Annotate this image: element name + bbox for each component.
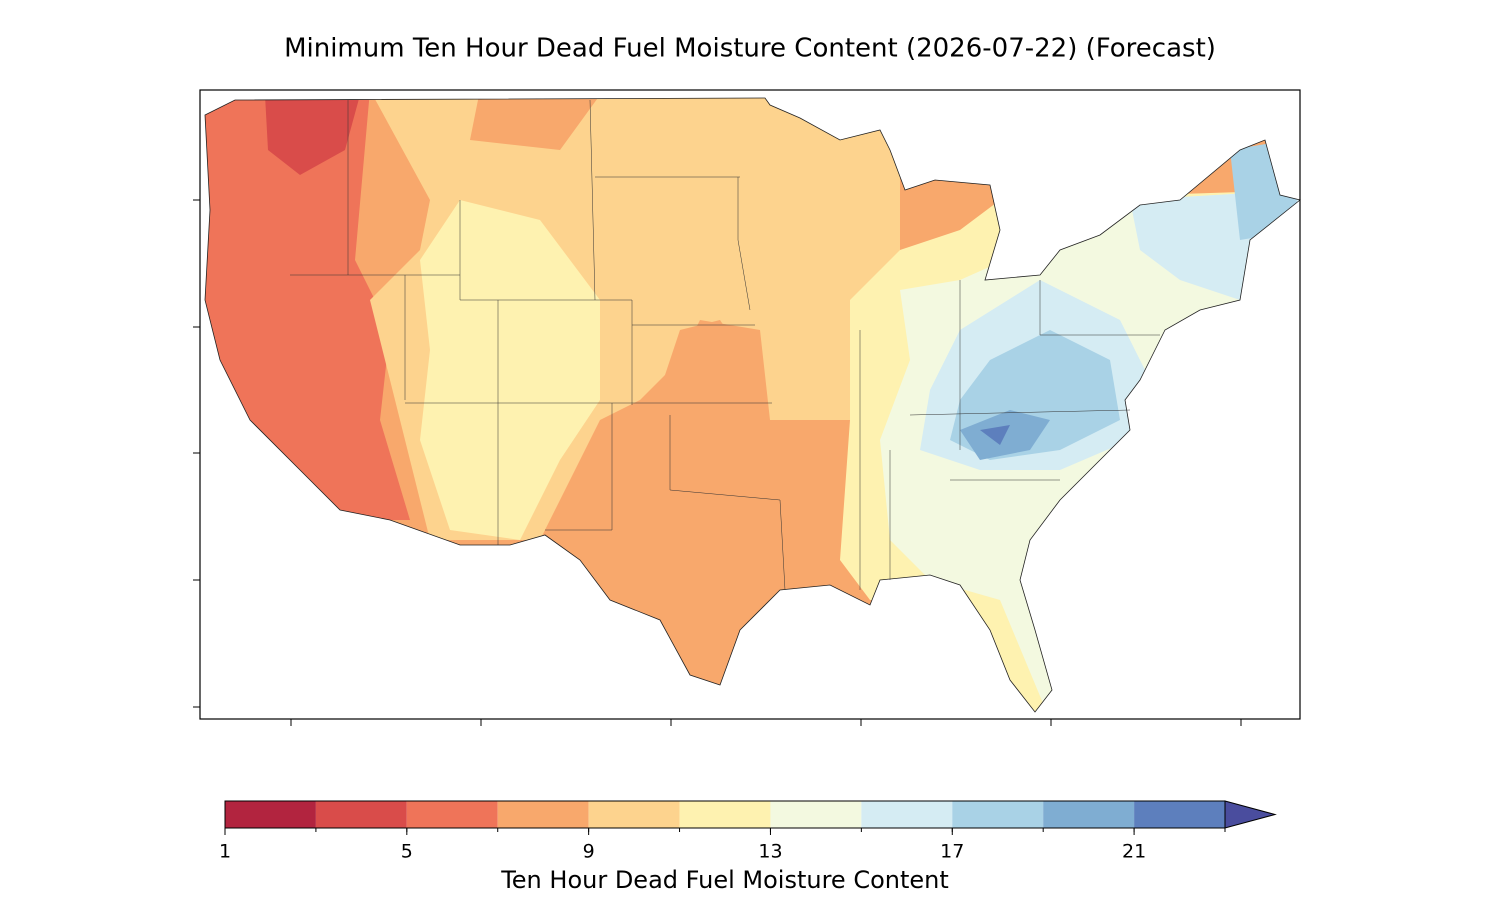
- colorbar-tick-label: 21: [1122, 841, 1146, 863]
- colorbar-tick-label: 9: [583, 841, 595, 863]
- colorbar-bin: [861, 801, 953, 828]
- map-frame: [199, 89, 1301, 720]
- moisture-field: [205, 98, 1300, 712]
- colorbar-bin: [770, 801, 862, 828]
- colorbar: 1 5 9 13 17 21: [219, 800, 1277, 863]
- state-lines: [290, 99, 1160, 591]
- colorbar-tick-label: 13: [758, 841, 782, 863]
- colorbar-bin: [588, 801, 680, 828]
- colorbar-bin: [315, 801, 407, 828]
- colorbar-bin: [225, 801, 316, 828]
- map-title: Minimum Ten Hour Dead Fuel Moisture Cont…: [284, 34, 1216, 64]
- colorbar-extend: [1224, 800, 1277, 829]
- colorbar-label: Ten Hour Dead Fuel Moisture Content: [500, 866, 949, 894]
- colorbar-bin: [497, 801, 589, 828]
- colorbar-tick-label: 1: [219, 841, 231, 863]
- colorbar-tick-label: 17: [940, 841, 964, 863]
- colorbar-bin: [406, 801, 498, 828]
- frame-ticks: [193, 199, 1242, 726]
- colorbar-tick-label: 5: [401, 841, 413, 863]
- colorbar-bin: [952, 801, 1044, 828]
- colorbar-bin: [1134, 801, 1225, 828]
- colorbar-bin: [1043, 801, 1135, 828]
- colorbar-bin: [679, 801, 771, 828]
- colorbar-frame: [224, 800, 1226, 829]
